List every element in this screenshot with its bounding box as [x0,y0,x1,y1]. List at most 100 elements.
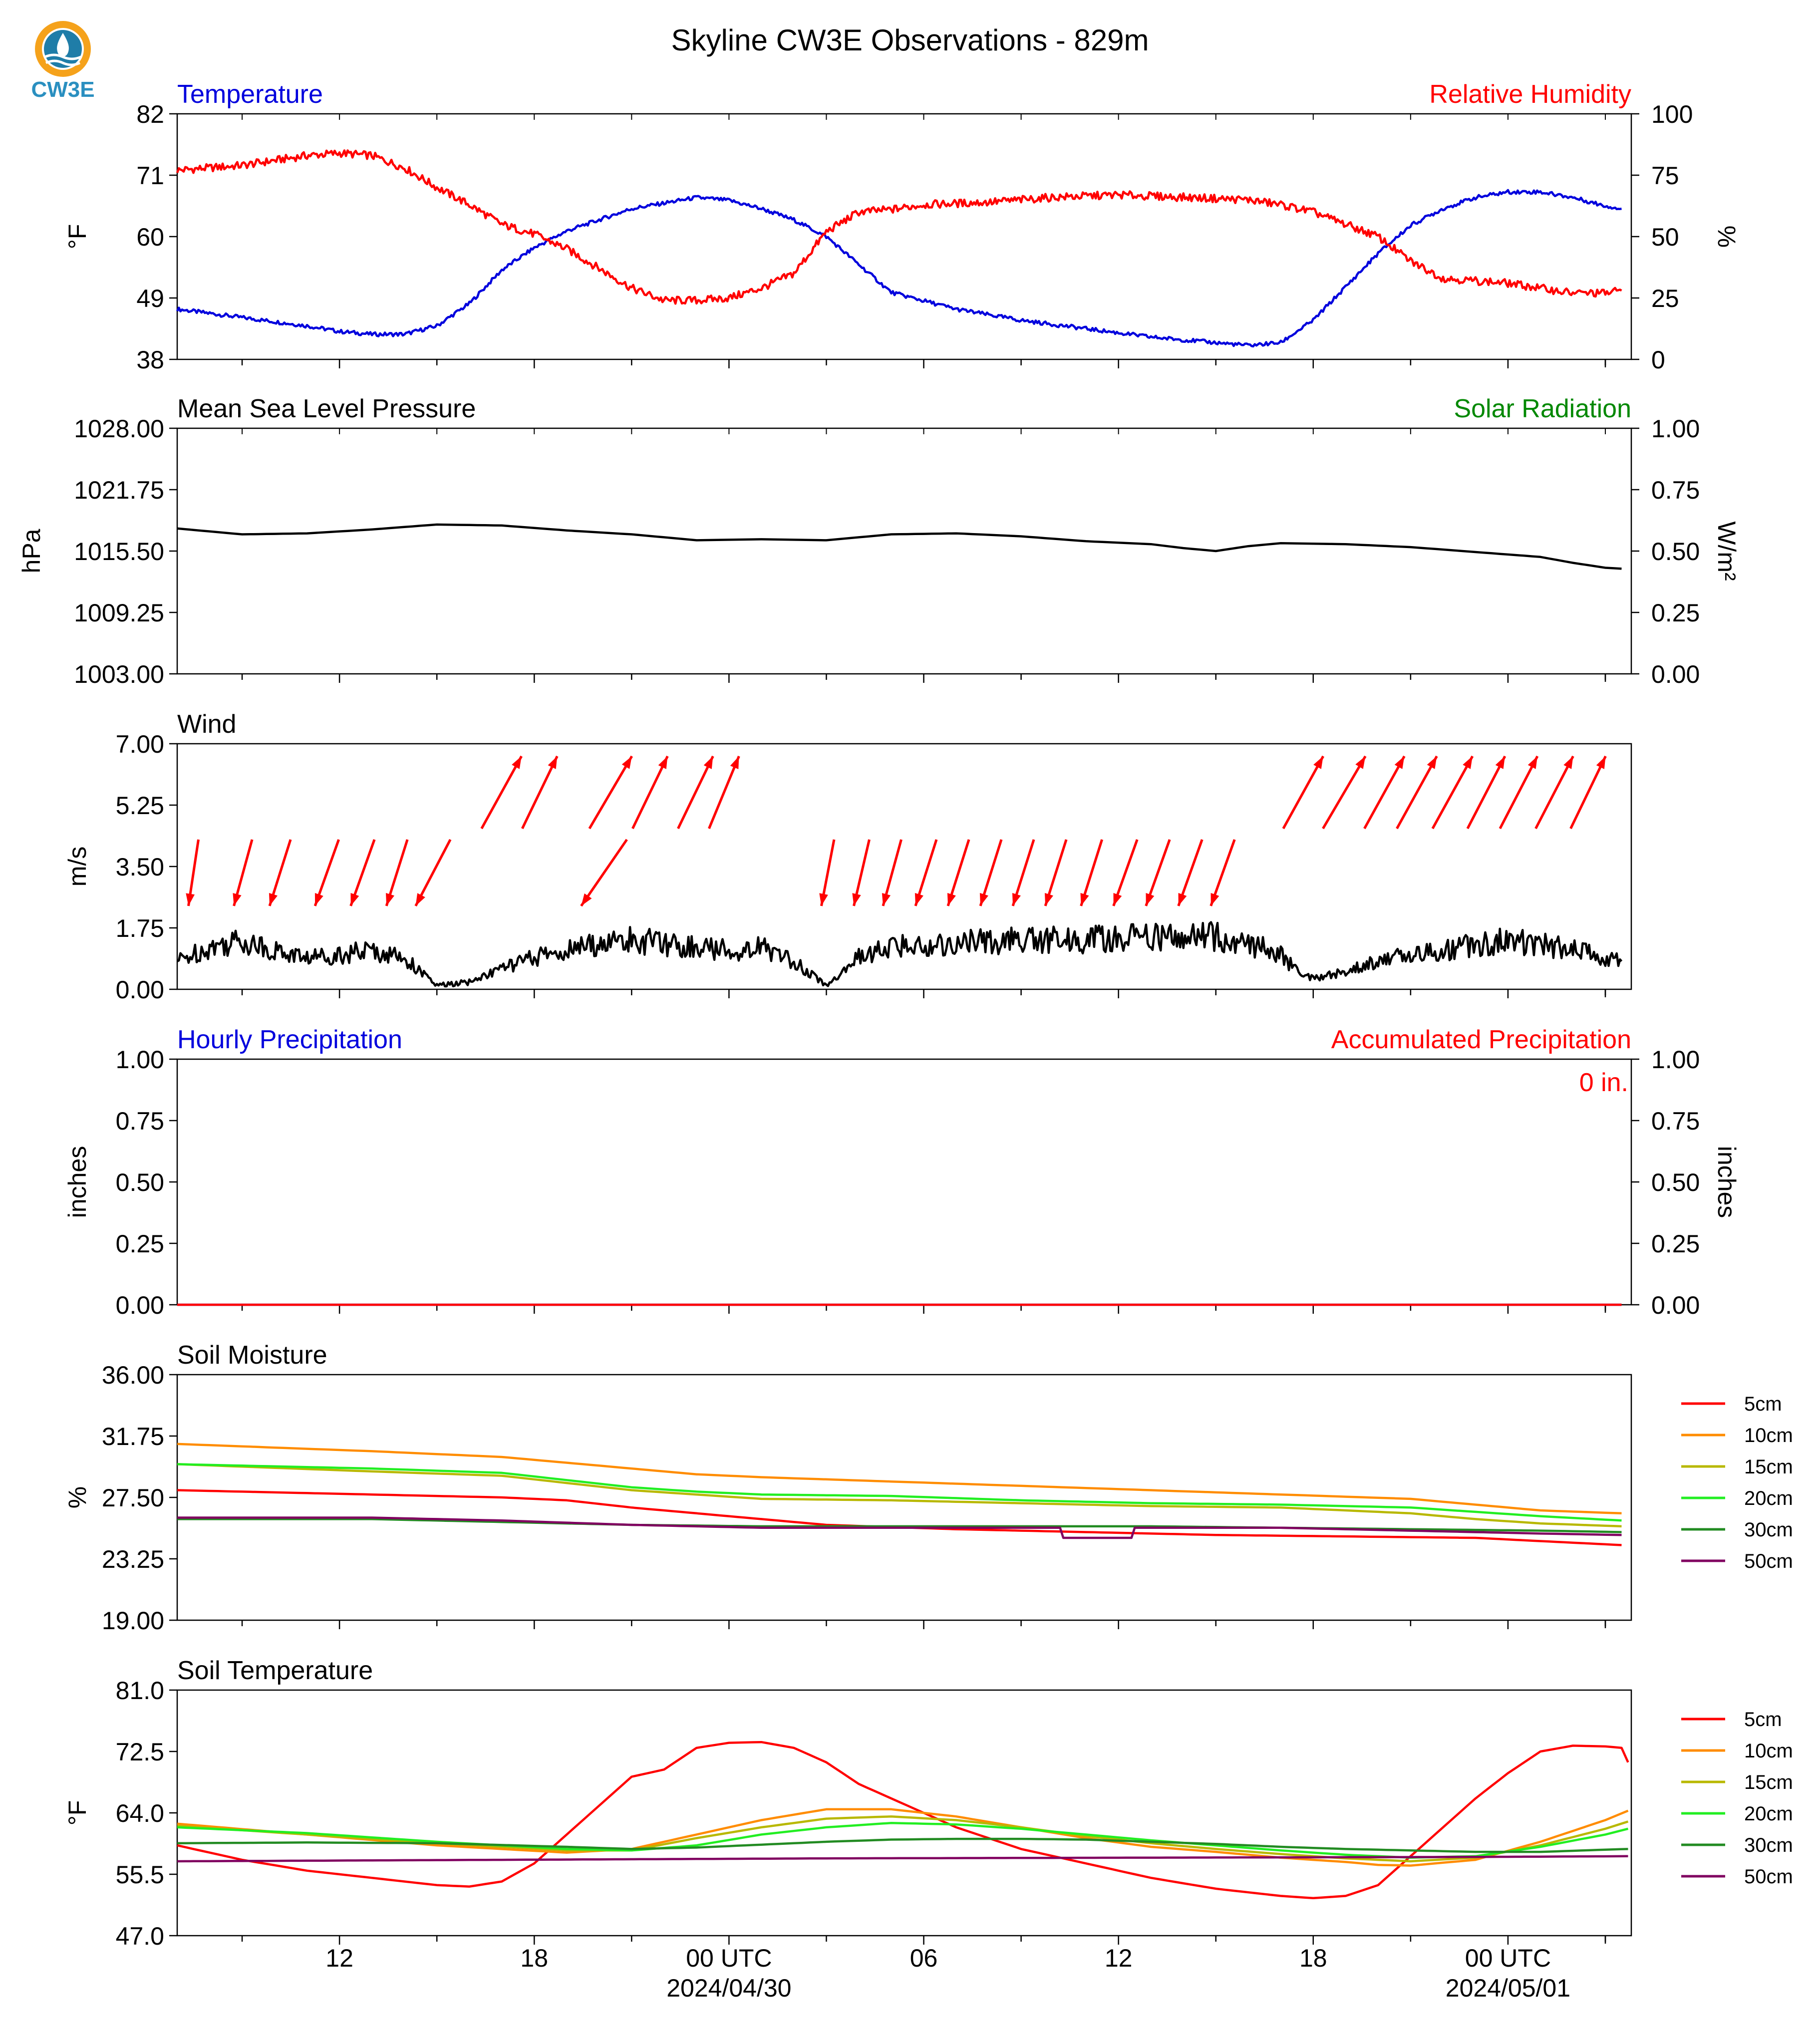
y-tick-label-right: 0.00 [1651,1291,1700,1319]
panel-title: Temperature [177,80,323,109]
wind-arrow-head [233,893,242,906]
y-tick-label: 1015.50 [74,538,164,566]
y-axis-label: inches [63,1146,91,1218]
wind-arrow-shaft [677,755,714,830]
x-tick-label: 00 UTC [686,1944,772,1972]
panel-title-right: Accumulated Precipitation [1331,1025,1631,1054]
cw3e-logo: CW3E [31,21,95,102]
panel-3: Hourly Precipitation Accumulated Precipit… [63,1025,1741,1319]
x-tick-label: 12 [1105,1944,1133,1972]
panel-title-right: Relative Humidity [1429,80,1631,109]
wind-arrow-shaft [414,839,452,907]
panel-title: Hourly Precipitation [177,1025,402,1054]
y-axis-label-right: % [1713,226,1741,248]
y-tick-label-right: 0.50 [1651,538,1700,566]
legend-label: 30cm [1744,1519,1793,1541]
panel-frame [176,113,1632,360]
y-tick-label-right: 25 [1651,285,1679,312]
wind-arrow-head [819,893,828,906]
y-tick-label-right: 0.75 [1651,476,1700,504]
y-tick-label: 31.75 [102,1423,164,1450]
y-tick-label: 0.50 [116,1168,164,1196]
y-tick-label: 23.25 [102,1545,164,1573]
legend-label: 10cm [1744,1425,1793,1447]
wind-arrow-head [621,756,632,769]
y-axis-label-right: inches [1713,1146,1741,1218]
y-tick-label: 1021.75 [74,476,164,504]
y-tick-label: 55.5 [116,1861,164,1889]
panel-title: Soil Moisture [177,1341,327,1370]
wind-arrow-head [581,893,592,906]
y-tick-label-right: 50 [1651,223,1679,251]
series-line [177,1518,1622,1533]
x-tick-label: 06 [910,1944,938,1972]
wind-arrow-head [386,893,395,906]
legend-label: 5cm [1744,1393,1782,1415]
legend-label: 15cm [1744,1771,1793,1793]
wind-arrow-head [914,893,923,906]
wind-arrow-head [1394,756,1405,769]
accumulated-precip-value: 0 in. [1579,1068,1628,1097]
wind-arrow-head [1146,893,1155,906]
y-tick-label: 36.00 [102,1361,164,1389]
y-axis-label: % [63,1486,91,1508]
wind-arrow-head [852,893,861,906]
y-tick-label: 0.00 [116,1291,164,1319]
y-axis-label: °F [63,224,91,250]
wind-arrow-head [1211,893,1219,906]
wind-arrow-head [658,756,668,769]
y-tick-label: 71 [136,162,164,190]
wind-arrow-shaft [631,755,669,830]
series-line [177,1516,1622,1539]
legend-label: 30cm [1744,1834,1793,1856]
wind-arrow-head [1527,756,1537,769]
y-tick-label: 1003.00 [74,660,164,688]
panel-0: Temperature Relative Humidity 82 71 60 49 38 10… [63,80,1741,374]
date-label: 2024/05/01 [1446,1974,1570,2002]
panel-2: Wind 7.00 5.25 3.50 1.75 0.00 m/s [63,710,1632,1004]
wind-arrow-shaft [480,755,523,830]
wind-arrow-shaft [1363,755,1406,830]
y-tick-label: 0.25 [116,1230,164,1258]
wind-arrow-head [1113,893,1122,906]
panel-frame [176,1058,1632,1306]
y-tick-label-right: 0 [1651,346,1665,374]
series-line [176,189,1622,348]
panel-title: Soil Temperature [177,1656,373,1685]
panel-4: Soil Moisture 36.00 31.75 27.50 23.25 19.00% 5… [63,1341,1793,1635]
wind-arrow-head [512,756,522,769]
wind-arrow-head [1596,756,1606,769]
date-label: 2024/04/30 [666,1974,791,2002]
x-tick-label: 18 [1299,1944,1327,1972]
panel-title: Wind [177,710,236,739]
y-tick-label: 7.00 [116,730,164,758]
legend-label: 20cm [1744,1487,1793,1509]
water-drop-icon [57,33,69,57]
x-tick-label: 18 [520,1944,548,1972]
y-tick-label: 38 [136,346,164,374]
wind-arrow-head [1463,756,1473,769]
logo-text: CW3E [31,77,94,102]
y-tick-label: 81.0 [116,1677,164,1705]
y-tick-label-right: 0.50 [1651,1168,1700,1196]
legend-label: 20cm [1744,1803,1793,1825]
y-tick-label: 64.0 [116,1799,164,1827]
y-tick-label: 1009.25 [74,599,164,627]
y-tick-label: 0.00 [116,976,164,1004]
wind-arrow-shaft [1282,755,1324,830]
y-tick-label-right: 0.00 [1651,660,1700,688]
legend-label: 50cm [1744,1550,1793,1572]
series-line [177,1837,1628,1853]
wind-arrow-head [979,893,988,906]
x-tick-label: 12 [325,1944,353,1972]
series-line [176,149,1622,305]
x-tick-label: 00 UTC [1465,1944,1551,1972]
y-tick-label: 1.00 [116,1046,164,1074]
y-tick-label: 19.00 [102,1607,164,1635]
y-axis-label-right: W/m² [1713,521,1741,580]
y-tick-label-right: 0.25 [1651,1230,1700,1258]
wind-arrow-head [1313,756,1323,769]
wind-arrow-head [703,756,713,769]
wind-arrow-head [882,893,891,906]
y-tick-label: 72.5 [116,1738,164,1766]
